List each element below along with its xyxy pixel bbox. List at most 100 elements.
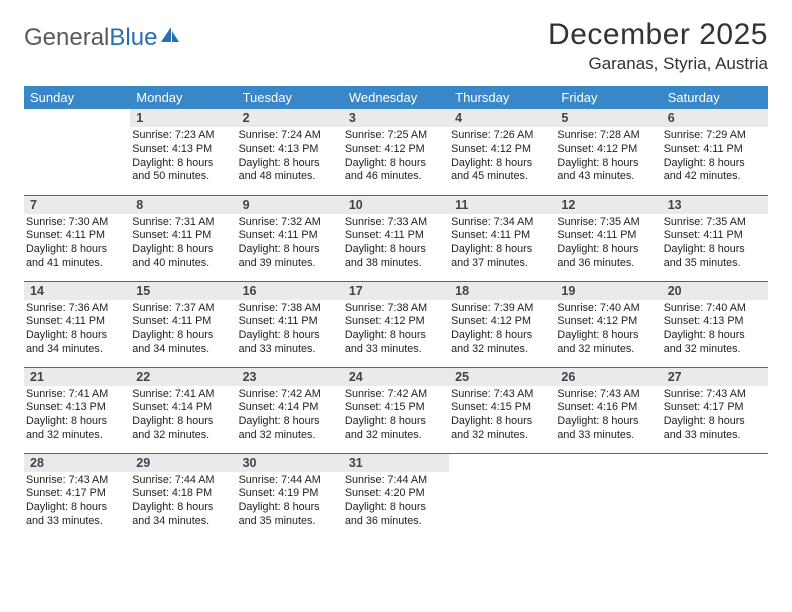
logo-sail-icon [159, 24, 181, 52]
day-number: 22 [130, 368, 236, 386]
day-details: Sunrise: 7:44 AMSunset: 4:20 PMDaylight:… [343, 472, 449, 531]
calendar-day-cell: 3Sunrise: 7:25 AMSunset: 4:12 PMDaylight… [343, 109, 449, 195]
calendar-day-cell: 12Sunrise: 7:35 AMSunset: 4:11 PMDayligh… [555, 195, 661, 281]
day-number: 12 [555, 196, 661, 214]
calendar-day-cell: 5Sunrise: 7:28 AMSunset: 4:12 PMDaylight… [555, 109, 661, 195]
day-number: 20 [662, 282, 768, 300]
day-number: 25 [449, 368, 555, 386]
day-details: Sunrise: 7:44 AMSunset: 4:18 PMDaylight:… [130, 472, 236, 531]
calendar-day-cell: 29Sunrise: 7:44 AMSunset: 4:18 PMDayligh… [130, 453, 236, 539]
day-number: 6 [662, 109, 768, 127]
day-details: Sunrise: 7:39 AMSunset: 4:12 PMDaylight:… [449, 300, 555, 359]
day-details: Sunrise: 7:32 AMSunset: 4:11 PMDaylight:… [237, 214, 343, 273]
calendar-table: SundayMondayTuesdayWednesdayThursdayFrid… [24, 86, 768, 539]
day-details: Sunrise: 7:30 AMSunset: 4:11 PMDaylight:… [24, 214, 130, 273]
weekday-header: Wednesday [343, 86, 449, 109]
day-number: 11 [449, 196, 555, 214]
calendar-day-cell: 11Sunrise: 7:34 AMSunset: 4:11 PMDayligh… [449, 195, 555, 281]
day-number: 4 [449, 109, 555, 127]
day-details: Sunrise: 7:35 AMSunset: 4:11 PMDaylight:… [555, 214, 661, 273]
header: GeneralBlue December 2025 Garanas, Styri… [24, 18, 768, 74]
calendar-day-cell: 15Sunrise: 7:37 AMSunset: 4:11 PMDayligh… [130, 281, 236, 367]
calendar-day-cell: 7Sunrise: 7:30 AMSunset: 4:11 PMDaylight… [24, 195, 130, 281]
day-number: 8 [130, 196, 236, 214]
day-details: Sunrise: 7:36 AMSunset: 4:11 PMDaylight:… [24, 300, 130, 359]
calendar-day-cell: 10Sunrise: 7:33 AMSunset: 4:11 PMDayligh… [343, 195, 449, 281]
calendar-day-cell: 17Sunrise: 7:38 AMSunset: 4:12 PMDayligh… [343, 281, 449, 367]
day-details: Sunrise: 7:33 AMSunset: 4:11 PMDaylight:… [343, 214, 449, 273]
day-details: Sunrise: 7:40 AMSunset: 4:12 PMDaylight:… [555, 300, 661, 359]
day-number: 17 [343, 282, 449, 300]
logo-text-blue: Blue [109, 24, 157, 52]
day-number: 31 [343, 454, 449, 472]
logo: GeneralBlue [24, 18, 181, 52]
day-details: Sunrise: 7:26 AMSunset: 4:12 PMDaylight:… [449, 127, 555, 186]
title-block: December 2025 Garanas, Styria, Austria [548, 18, 768, 74]
day-number: 9 [237, 196, 343, 214]
day-details: Sunrise: 7:38 AMSunset: 4:12 PMDaylight:… [343, 300, 449, 359]
day-details: Sunrise: 7:41 AMSunset: 4:13 PMDaylight:… [24, 386, 130, 445]
day-details: Sunrise: 7:38 AMSunset: 4:11 PMDaylight:… [237, 300, 343, 359]
calendar-day-cell: 28Sunrise: 7:43 AMSunset: 4:17 PMDayligh… [24, 453, 130, 539]
weekday-header: Tuesday [237, 86, 343, 109]
day-details: Sunrise: 7:28 AMSunset: 4:12 PMDaylight:… [555, 127, 661, 186]
weekday-header: Monday [130, 86, 236, 109]
day-number: 7 [24, 196, 130, 214]
day-details: Sunrise: 7:24 AMSunset: 4:13 PMDaylight:… [237, 127, 343, 186]
calendar-day-cell: 31Sunrise: 7:44 AMSunset: 4:20 PMDayligh… [343, 453, 449, 539]
calendar-day-cell: 14Sunrise: 7:36 AMSunset: 4:11 PMDayligh… [24, 281, 130, 367]
day-number: 19 [555, 282, 661, 300]
day-details: Sunrise: 7:23 AMSunset: 4:13 PMDaylight:… [130, 127, 236, 186]
calendar-day-cell: 30Sunrise: 7:44 AMSunset: 4:19 PMDayligh… [237, 453, 343, 539]
day-details: Sunrise: 7:42 AMSunset: 4:14 PMDaylight:… [237, 386, 343, 445]
logo-text-general: General [24, 24, 109, 52]
day-number: 16 [237, 282, 343, 300]
calendar-day-cell: 18Sunrise: 7:39 AMSunset: 4:12 PMDayligh… [449, 281, 555, 367]
calendar-day-cell: . [662, 453, 768, 539]
day-number: 15 [130, 282, 236, 300]
day-number: 14 [24, 282, 130, 300]
day-details: Sunrise: 7:41 AMSunset: 4:14 PMDaylight:… [130, 386, 236, 445]
day-details: Sunrise: 7:29 AMSunset: 4:11 PMDaylight:… [662, 127, 768, 186]
day-details: Sunrise: 7:31 AMSunset: 4:11 PMDaylight:… [130, 214, 236, 273]
day-details: Sunrise: 7:43 AMSunset: 4:16 PMDaylight:… [555, 386, 661, 445]
calendar-day-cell: . [449, 453, 555, 539]
weekday-header: Sunday [24, 86, 130, 109]
calendar-week-row: 21Sunrise: 7:41 AMSunset: 4:13 PMDayligh… [24, 367, 768, 453]
day-number: 21 [24, 368, 130, 386]
day-number: 30 [237, 454, 343, 472]
calendar-day-cell: 21Sunrise: 7:41 AMSunset: 4:13 PMDayligh… [24, 367, 130, 453]
weekday-header: Thursday [449, 86, 555, 109]
day-number: 3 [343, 109, 449, 127]
day-details: Sunrise: 7:34 AMSunset: 4:11 PMDaylight:… [449, 214, 555, 273]
day-details: Sunrise: 7:44 AMSunset: 4:19 PMDaylight:… [237, 472, 343, 531]
location: Garanas, Styria, Austria [548, 54, 768, 74]
day-details: Sunrise: 7:25 AMSunset: 4:12 PMDaylight:… [343, 127, 449, 186]
day-details: Sunrise: 7:35 AMSunset: 4:11 PMDaylight:… [662, 214, 768, 273]
calendar-week-row: 28Sunrise: 7:43 AMSunset: 4:17 PMDayligh… [24, 453, 768, 539]
calendar-day-cell: 26Sunrise: 7:43 AMSunset: 4:16 PMDayligh… [555, 367, 661, 453]
day-details: Sunrise: 7:43 AMSunset: 4:17 PMDaylight:… [662, 386, 768, 445]
day-number: 10 [343, 196, 449, 214]
day-number: 23 [237, 368, 343, 386]
day-number: 5 [555, 109, 661, 127]
calendar-day-cell: 24Sunrise: 7:42 AMSunset: 4:15 PMDayligh… [343, 367, 449, 453]
calendar-day-cell: 16Sunrise: 7:38 AMSunset: 4:11 PMDayligh… [237, 281, 343, 367]
day-details: Sunrise: 7:40 AMSunset: 4:13 PMDaylight:… [662, 300, 768, 359]
day-number: 26 [555, 368, 661, 386]
calendar-day-cell: . [24, 109, 130, 195]
day-number: 27 [662, 368, 768, 386]
calendar-day-cell: 19Sunrise: 7:40 AMSunset: 4:12 PMDayligh… [555, 281, 661, 367]
day-details: Sunrise: 7:43 AMSunset: 4:17 PMDaylight:… [24, 472, 130, 531]
day-details: Sunrise: 7:43 AMSunset: 4:15 PMDaylight:… [449, 386, 555, 445]
calendar-day-cell: 1Sunrise: 7:23 AMSunset: 4:13 PMDaylight… [130, 109, 236, 195]
day-number: 13 [662, 196, 768, 214]
calendar-week-row: 7Sunrise: 7:30 AMSunset: 4:11 PMDaylight… [24, 195, 768, 281]
day-details: Sunrise: 7:37 AMSunset: 4:11 PMDaylight:… [130, 300, 236, 359]
calendar-day-cell: 23Sunrise: 7:42 AMSunset: 4:14 PMDayligh… [237, 367, 343, 453]
calendar-day-cell: 22Sunrise: 7:41 AMSunset: 4:14 PMDayligh… [130, 367, 236, 453]
weekday-header: Friday [555, 86, 661, 109]
calendar-day-cell: 9Sunrise: 7:32 AMSunset: 4:11 PMDaylight… [237, 195, 343, 281]
calendar-day-cell: 27Sunrise: 7:43 AMSunset: 4:17 PMDayligh… [662, 367, 768, 453]
calendar-day-cell: 13Sunrise: 7:35 AMSunset: 4:11 PMDayligh… [662, 195, 768, 281]
